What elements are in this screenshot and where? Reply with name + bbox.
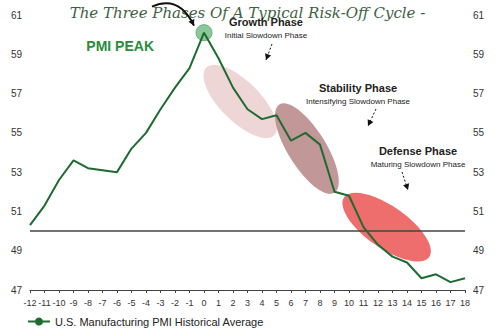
svg-text:10: 10 xyxy=(344,298,354,308)
svg-text:Growth Phase: Growth Phase xyxy=(229,16,303,28)
svg-text:1: 1 xyxy=(216,298,221,308)
svg-text:-11: -11 xyxy=(38,298,50,308)
svg-text:-9: -9 xyxy=(69,298,77,308)
svg-text:-1: -1 xyxy=(185,298,193,308)
svg-text:59: 59 xyxy=(473,49,485,60)
svg-text:0: 0 xyxy=(201,298,206,308)
svg-text:47: 47 xyxy=(11,285,23,296)
svg-text:-10: -10 xyxy=(52,298,65,308)
svg-text:55: 55 xyxy=(11,127,23,138)
svg-text:-2: -2 xyxy=(171,298,179,308)
svg-text:57: 57 xyxy=(473,88,485,99)
svg-text:Defense Phase: Defense Phase xyxy=(379,145,457,157)
svg-text:-6: -6 xyxy=(113,298,121,308)
svg-text:11: 11 xyxy=(359,298,368,308)
svg-text:51: 51 xyxy=(473,206,485,217)
svg-text:-5: -5 xyxy=(127,298,135,308)
svg-text:61: 61 xyxy=(11,10,23,21)
svg-text:7: 7 xyxy=(303,298,308,308)
svg-text:6: 6 xyxy=(288,298,293,308)
svg-text:17: 17 xyxy=(445,298,455,308)
svg-text:-12: -12 xyxy=(23,298,36,308)
svg-text:47: 47 xyxy=(473,285,485,296)
svg-text:16: 16 xyxy=(431,298,441,308)
svg-text:2: 2 xyxy=(230,298,235,308)
svg-text:-7: -7 xyxy=(98,298,106,308)
svg-text:-3: -3 xyxy=(156,298,164,308)
svg-text:51: 51 xyxy=(11,206,23,217)
svg-text:PMI PEAK: PMI PEAK xyxy=(86,38,154,54)
svg-text:-8: -8 xyxy=(84,298,92,308)
svg-text:-4: -4 xyxy=(142,298,150,308)
svg-text:57: 57 xyxy=(11,88,23,99)
svg-text:The Three Phases Of A Typical: The Three Phases Of A Typical Risk-Off C… xyxy=(69,3,426,22)
svg-text:53: 53 xyxy=(11,167,23,178)
svg-text:14: 14 xyxy=(402,298,412,308)
svg-text:8: 8 xyxy=(317,298,322,308)
svg-text:Intensifying Slowdown Phase: Intensifying Slowdown Phase xyxy=(306,97,411,106)
svg-text:53: 53 xyxy=(473,167,485,178)
svg-text:U.S. Manufacturing PMI Histori: U.S. Manufacturing PMI Historical Averag… xyxy=(55,316,263,328)
svg-text:Stability Phase: Stability Phase xyxy=(319,82,397,94)
svg-text:15: 15 xyxy=(416,298,426,308)
svg-text:12: 12 xyxy=(373,298,383,308)
svg-text:18: 18 xyxy=(460,298,470,308)
svg-text:4: 4 xyxy=(259,298,264,308)
svg-text:5: 5 xyxy=(274,298,279,308)
svg-text:13: 13 xyxy=(387,298,397,308)
svg-text:3: 3 xyxy=(245,298,250,308)
svg-text:49: 49 xyxy=(11,245,23,256)
svg-text:55: 55 xyxy=(473,127,485,138)
svg-text:9: 9 xyxy=(332,298,337,308)
svg-text:59: 59 xyxy=(11,49,23,60)
svg-text:61: 61 xyxy=(473,10,485,21)
svg-text:Maturing Slowdown Phase: Maturing Slowdown Phase xyxy=(371,160,466,169)
svg-text:Initial Slowdown Phase: Initial Slowdown Phase xyxy=(225,31,308,40)
svg-text:49: 49 xyxy=(473,245,485,256)
